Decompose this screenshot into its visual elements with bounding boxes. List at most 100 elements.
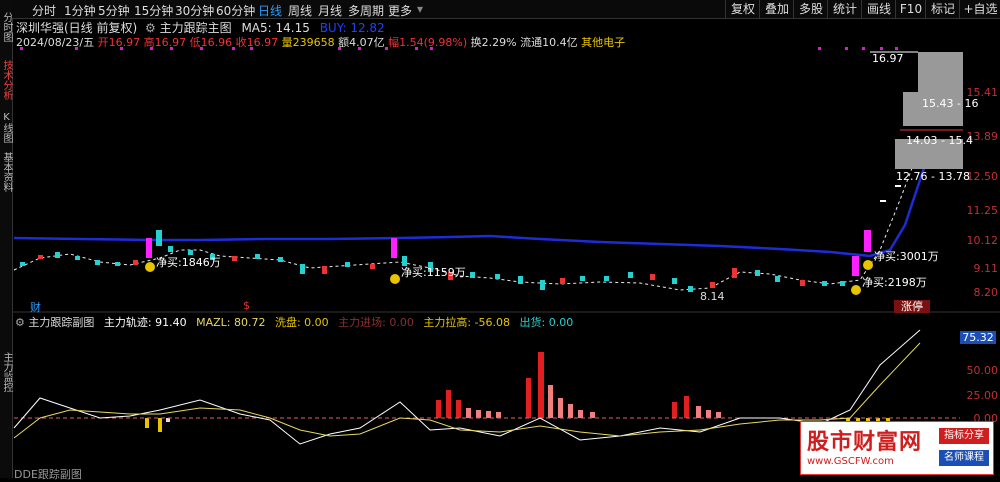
candle bbox=[75, 256, 80, 260]
sub-bar bbox=[578, 410, 583, 418]
candle bbox=[402, 256, 407, 266]
signal-dot bbox=[250, 47, 253, 50]
signal-dot bbox=[880, 47, 883, 50]
price-box-label: 14.03 - 15.4 bbox=[906, 134, 973, 147]
chevron-down-icon[interactable]: ▾ bbox=[417, 2, 424, 16]
watermark-name: 股市财富网 bbox=[807, 430, 923, 455]
sub-chuhuo: 出货: 0.00 bbox=[519, 316, 574, 329]
candle bbox=[55, 252, 60, 258]
mark-button[interactable]: 标记 bbox=[925, 0, 960, 18]
stats-button[interactable]: 统计 bbox=[827, 0, 862, 18]
teacher-course-badge: 名师课程 bbox=[939, 450, 989, 466]
stock-name: 深圳华强(日线 前复权) bbox=[16, 21, 138, 35]
candle bbox=[775, 276, 780, 282]
sub-bar bbox=[856, 418, 860, 422]
tab-15min[interactable]: 15分钟 bbox=[134, 4, 174, 18]
tab-1min[interactable]: 1分钟 bbox=[64, 4, 96, 18]
gear-icon[interactable]: ⚙ bbox=[15, 316, 25, 329]
fuquan-button[interactable]: 复权 bbox=[725, 0, 760, 18]
price-box bbox=[903, 92, 963, 126]
tab-multi-period[interactable]: 多周期 bbox=[348, 4, 385, 18]
sub-bar bbox=[886, 418, 890, 422]
price-box-label: 12.76 - 13.78 bbox=[896, 170, 970, 183]
ma5-value: MA5: 14.15 bbox=[241, 21, 310, 35]
tab-more[interactable]: 更多 bbox=[388, 4, 413, 18]
y-tick: 13.89 bbox=[966, 130, 999, 143]
quote-line: 2024/08/23/五 开16.97 高16.97 低16.96 收16.97… bbox=[16, 34, 625, 50]
candle bbox=[168, 246, 173, 252]
tab-30min[interactable]: 30分钟 bbox=[175, 4, 215, 18]
sub-bar bbox=[876, 418, 880, 422]
candle bbox=[470, 272, 475, 278]
tab-5min[interactable]: 5分钟 bbox=[98, 4, 130, 18]
indicator-name[interactable]: 主力跟踪主图 bbox=[159, 21, 232, 35]
candles bbox=[20, 185, 901, 292]
y-tick: 15.41 bbox=[966, 86, 999, 99]
dividend-marker[interactable]: $ bbox=[243, 299, 250, 312]
sidebar-item-tech[interactable]: 技术分析 bbox=[1, 60, 12, 100]
candle bbox=[580, 276, 585, 281]
ma-white-dotted bbox=[13, 139, 931, 291]
tab-daily[interactable]: 日线 bbox=[258, 4, 283, 18]
quote-volume: 量239658 bbox=[281, 36, 335, 49]
signal-dot bbox=[818, 47, 821, 50]
candle bbox=[300, 264, 305, 274]
candle bbox=[518, 276, 523, 284]
tab-weekly[interactable]: 周线 bbox=[288, 4, 313, 18]
sub-bar bbox=[846, 418, 850, 422]
sub-bar bbox=[158, 418, 162, 432]
price-box bbox=[895, 139, 963, 169]
finance-marker[interactable]: 财 bbox=[30, 301, 41, 314]
low-price-label: 8.14 bbox=[700, 290, 725, 303]
signal-dot bbox=[358, 47, 361, 50]
candle bbox=[188, 250, 193, 255]
sub-bar bbox=[696, 406, 701, 418]
tab-60min[interactable]: 60分钟 bbox=[216, 4, 256, 18]
candle bbox=[880, 200, 886, 202]
net-buy-label: 净买:3001万 bbox=[874, 250, 939, 263]
gear-icon[interactable]: ⚙ bbox=[145, 21, 156, 35]
mazl-line bbox=[13, 342, 921, 439]
quote-turnover: 换2.29% bbox=[470, 36, 517, 49]
quote-date: 2024/08/23/五 bbox=[16, 36, 95, 49]
tab-monthly[interactable]: 月线 bbox=[318, 4, 343, 18]
candle bbox=[146, 238, 152, 258]
watermark-url: www.GSCFW.com bbox=[807, 456, 894, 467]
sub-title[interactable]: 主力跟踪副图 bbox=[28, 316, 95, 329]
money-bag-icon bbox=[863, 260, 873, 270]
sub-bar bbox=[558, 398, 563, 418]
watermark-logo: 股市财富网 www.GSCFW.com 指标分享 名师课程 bbox=[800, 421, 994, 475]
sidebar-item-kline[interactable]: K线图 bbox=[1, 112, 12, 143]
net-buy-label: 净买:1159万 bbox=[401, 266, 466, 279]
sub-bar bbox=[568, 404, 573, 418]
y-tick-sub: 25.00 bbox=[966, 389, 999, 402]
signal-dot bbox=[862, 47, 865, 50]
tab-fenshi[interactable]: 分时 bbox=[32, 4, 57, 18]
multi-stock-button[interactable]: 多股 bbox=[793, 0, 828, 18]
sub-bar bbox=[548, 385, 553, 418]
bottom-indicator[interactable]: DDE跟踪副图 bbox=[14, 468, 82, 481]
y-tick: 8.20 bbox=[973, 286, 999, 299]
signal-dot bbox=[120, 47, 123, 50]
f10-button[interactable]: F10 bbox=[895, 0, 926, 18]
net-buy-label: 净买:2198万 bbox=[862, 276, 927, 289]
candle bbox=[345, 262, 350, 267]
quote-close: 收16.97 bbox=[235, 36, 279, 49]
candle bbox=[688, 286, 693, 292]
draw-line-button[interactable]: 画线 bbox=[861, 0, 896, 18]
sub-bar bbox=[145, 418, 149, 428]
sub-bar bbox=[866, 418, 870, 422]
add-favorite-button[interactable]: +自选 bbox=[959, 0, 1000, 18]
indicator-share-badge: 指标分享 bbox=[939, 428, 989, 444]
sidebar-item-fenshi[interactable]: 分时图 bbox=[1, 12, 12, 42]
price-box-label: 16.97 bbox=[872, 52, 904, 65]
overlay-button[interactable]: 叠加 bbox=[759, 0, 794, 18]
sidebar-item-monitor[interactable]: 主力监控 bbox=[1, 352, 12, 392]
signal-dot bbox=[385, 47, 388, 50]
sidebar-item-basic[interactable]: 基本资料 bbox=[1, 152, 12, 192]
sub-bar bbox=[684, 396, 689, 418]
candle bbox=[156, 230, 162, 246]
money-bag-icon bbox=[390, 274, 400, 284]
money-bag-icon bbox=[851, 285, 861, 295]
candle bbox=[672, 278, 677, 284]
